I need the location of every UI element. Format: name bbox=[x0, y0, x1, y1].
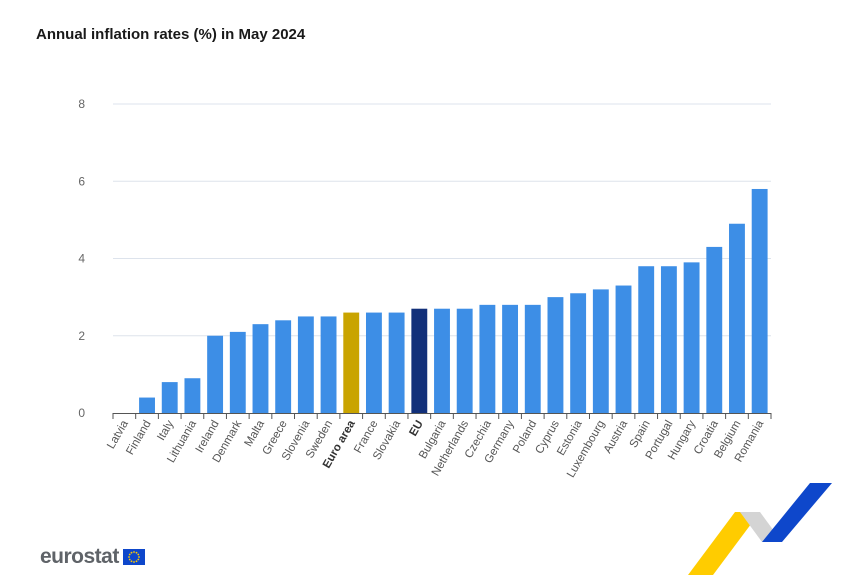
bar-belgium[interactable] bbox=[729, 223, 745, 413]
bar-spain[interactable] bbox=[638, 266, 655, 413]
bar-lithuania[interactable] bbox=[184, 378, 201, 413]
bar-czechia[interactable] bbox=[479, 304, 496, 413]
bar-poland[interactable] bbox=[524, 304, 541, 413]
bar-euro-area[interactable] bbox=[343, 312, 360, 413]
bar-france[interactable] bbox=[365, 312, 382, 413]
logo-text: eurostat bbox=[40, 545, 119, 568]
bar-germany[interactable] bbox=[502, 304, 519, 413]
bar-romania[interactable] bbox=[751, 188, 768, 413]
y-tick-label: 8 bbox=[78, 97, 85, 111]
bar-portugal[interactable] bbox=[660, 266, 677, 413]
bar-austria[interactable] bbox=[615, 285, 632, 413]
blue-chevron-shape bbox=[762, 483, 832, 542]
bars bbox=[139, 188, 768, 413]
bar-slovakia[interactable] bbox=[388, 312, 405, 413]
y-tick-label: 4 bbox=[78, 252, 85, 266]
bar-italy[interactable] bbox=[161, 382, 178, 413]
y-tick-label: 6 bbox=[78, 174, 85, 188]
bar-ireland[interactable] bbox=[207, 335, 224, 413]
bar-estonia[interactable] bbox=[570, 293, 587, 413]
bar-luxembourg[interactable] bbox=[592, 289, 609, 413]
y-tick-label: 0 bbox=[78, 406, 85, 420]
bar-croatia[interactable] bbox=[706, 246, 723, 413]
y-axis-ticks: 0 2 4 6 8 bbox=[78, 97, 85, 420]
bar-cyprus[interactable] bbox=[547, 297, 564, 413]
bar-finland[interactable] bbox=[139, 397, 155, 413]
x-tick-label: Italy bbox=[155, 418, 176, 442]
yellow-chevron-shape bbox=[688, 512, 760, 575]
bar-eu[interactable] bbox=[411, 308, 428, 413]
bar-malta[interactable] bbox=[252, 324, 269, 413]
bar-denmark[interactable] bbox=[229, 331, 246, 413]
bar-sweden[interactable] bbox=[320, 316, 337, 413]
bar-hungary[interactable] bbox=[683, 262, 700, 413]
x-tick-label: Austria bbox=[602, 418, 631, 456]
bar-bulgaria[interactable] bbox=[434, 308, 450, 413]
bar-greece[interactable] bbox=[275, 320, 292, 413]
eurostat-chevron-decoration bbox=[688, 483, 832, 575]
bar-slovenia[interactable] bbox=[297, 316, 314, 413]
chart-title: Annual inflation rates (%) in May 2024 bbox=[36, 26, 306, 43]
y-tick-label: 2 bbox=[78, 329, 85, 343]
eurostat-logo: eurostat bbox=[40, 545, 145, 569]
eu-flag-icon bbox=[122, 549, 145, 565]
bar-netherlands[interactable] bbox=[456, 308, 473, 413]
x-axis bbox=[112, 413, 772, 419]
x-tick-label: EU bbox=[408, 419, 426, 439]
